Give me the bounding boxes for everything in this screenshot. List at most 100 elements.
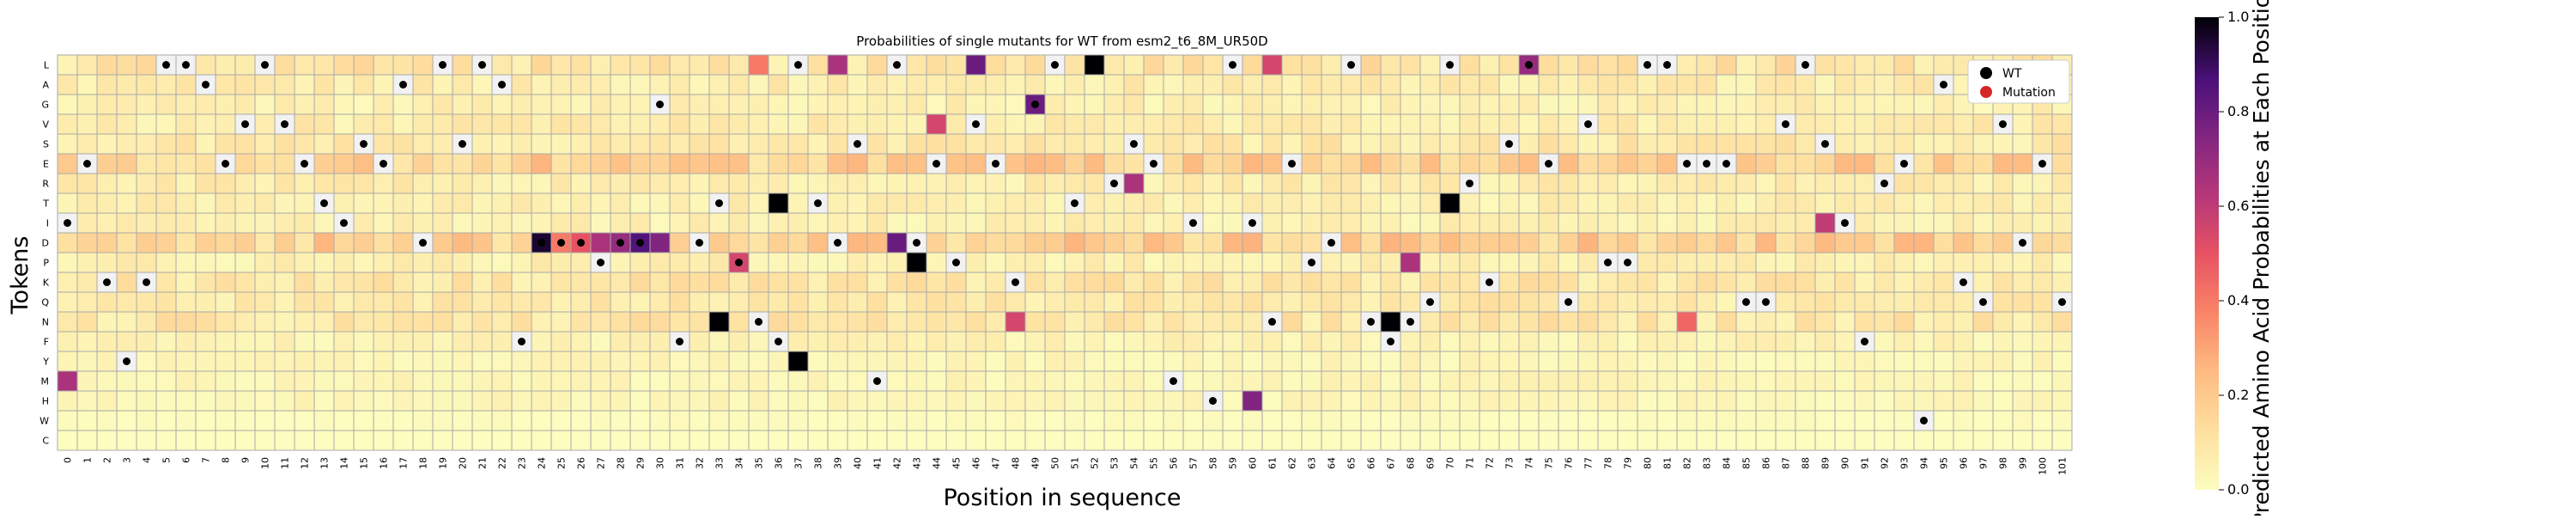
heatmap-cell [234, 370, 256, 392]
heatmap-cell [1084, 232, 1105, 253]
heatmap-cell [274, 272, 295, 293]
heatmap-cell [1735, 173, 1757, 194]
wt-marker [1426, 298, 1434, 306]
heatmap-cell [1716, 351, 1737, 372]
heatmap-cell [1696, 390, 1717, 412]
heatmap-cell [886, 311, 908, 333]
heatmap-cell [1459, 390, 1480, 412]
heatmap-cell [807, 153, 829, 174]
heatmap-cell [1518, 311, 1540, 333]
heatmap-cell [728, 291, 750, 313]
y-tick-label: R [42, 179, 49, 190]
heatmap-cell [1874, 252, 1895, 273]
heatmap-cell [649, 113, 671, 135]
wt-marker [775, 338, 782, 345]
heatmap-cell [1676, 94, 1698, 115]
heatmap-cell [294, 291, 315, 313]
heatmap-cell [1281, 113, 1303, 135]
heatmap-cell [215, 252, 236, 273]
heatmap-cell [1893, 94, 1915, 115]
heatmap-cell [1439, 153, 1461, 174]
heatmap-cell [1064, 390, 1085, 412]
x-tick-label: 42 [892, 457, 903, 469]
heatmap-cell [452, 173, 473, 194]
heatmap-cell [1676, 291, 1698, 313]
heatmap-cell [1676, 252, 1698, 273]
heatmap-cell [1202, 94, 1224, 115]
x-tick-label: 0 [63, 457, 74, 463]
heatmap-cell [1044, 173, 1066, 194]
heatmap-cell [1933, 94, 1954, 115]
heatmap-cell [945, 94, 967, 115]
heatmap-cell [195, 272, 216, 293]
heatmap-cell [195, 311, 216, 333]
heatmap-cell [649, 351, 671, 372]
heatmap-cell [945, 351, 967, 372]
heatmap-cell [1281, 74, 1303, 95]
wt-marker [143, 278, 150, 286]
heatmap-cell [926, 113, 947, 135]
heatmap-cell [886, 272, 908, 293]
heatmap-cell [570, 153, 592, 174]
heatmap-cell [1656, 192, 1678, 214]
heatmap-cell [1321, 351, 1342, 372]
heatmap-cell [1084, 311, 1105, 333]
heatmap-cell [649, 291, 671, 313]
heatmap-cell [1479, 133, 1500, 155]
heatmap-cell [1498, 173, 1520, 194]
heatmap-cell [1459, 272, 1480, 293]
heatmap-cell [412, 153, 434, 174]
heatmap-cell [2032, 410, 2053, 431]
heatmap-cell [945, 430, 967, 451]
heatmap-cell [1953, 410, 1974, 431]
heatmap-cell [373, 54, 394, 76]
heatmap-cell [708, 113, 730, 135]
heatmap-cell [1400, 173, 1421, 194]
heatmap-cell [1301, 351, 1322, 372]
heatmap-cell [1242, 390, 1263, 412]
heatmap-cell [708, 252, 730, 273]
heatmap-cell [294, 54, 315, 76]
heatmap-cell [2051, 430, 2073, 451]
heatmap-cell [1716, 113, 1737, 135]
heatmap-cell [1972, 153, 1994, 174]
heatmap-cell [768, 133, 789, 155]
heatmap-cell [787, 252, 809, 273]
x-tick-label: 29 [635, 457, 647, 469]
heatmap-cell [392, 410, 414, 431]
heatmap-cell [373, 351, 394, 372]
heatmap-cell [629, 311, 651, 333]
wt-marker [1387, 338, 1394, 345]
heatmap-cell [1735, 94, 1757, 115]
heatmap-cell [76, 232, 98, 253]
x-tick-label: 65 [1346, 457, 1358, 469]
heatmap-cell [1498, 351, 1520, 372]
legend: WT Mutation [1967, 59, 2070, 104]
heatmap-cell [1972, 133, 1994, 155]
heatmap-cell [1538, 192, 1559, 214]
heatmap-cell [392, 291, 414, 313]
heatmap-cell [768, 192, 789, 214]
heatmap-cell [2032, 252, 2053, 273]
heatmap-cell [1163, 133, 1184, 155]
heatmap-cell [1716, 74, 1737, 95]
heatmap-cell [689, 74, 710, 95]
heatmap-cell [610, 94, 631, 115]
heatmap-cell [96, 311, 118, 333]
heatmap-cell [689, 351, 710, 372]
heatmap-cell [1123, 113, 1145, 135]
heatmap-cell [610, 311, 631, 333]
heatmap-cell [1735, 113, 1757, 135]
heatmap-cell [748, 94, 769, 115]
heatmap-cell [1755, 430, 1777, 451]
heatmap-cell [629, 94, 651, 115]
heatmap-cell [1419, 370, 1441, 392]
heatmap-cell [353, 54, 374, 76]
x-tick-label: 47 [991, 457, 1002, 469]
heatmap-cell [353, 192, 374, 214]
heatmap-cell [234, 291, 256, 313]
heatmap-cell [274, 311, 295, 333]
heatmap-cell [294, 272, 315, 293]
heatmap-cell [1360, 390, 1382, 412]
heatmap-cell [1103, 192, 1125, 214]
